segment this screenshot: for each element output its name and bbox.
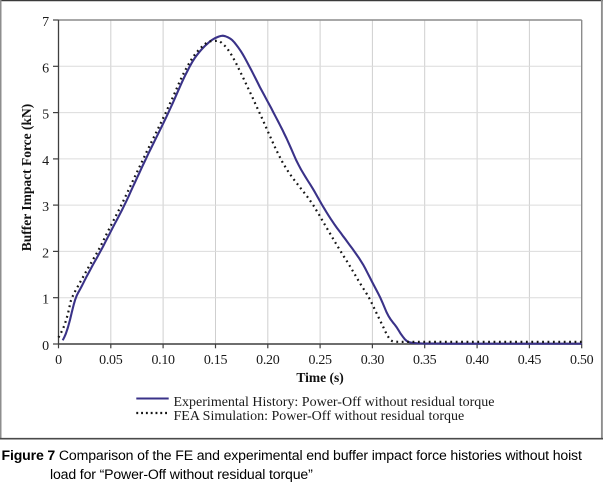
svg-text:0.50: 0.50: [570, 353, 594, 368]
svg-text:6: 6: [42, 61, 49, 76]
svg-text:5: 5: [42, 108, 49, 123]
svg-text:0.45: 0.45: [518, 353, 542, 368]
svg-text:0.20: 0.20: [256, 353, 280, 368]
svg-text:2: 2: [42, 246, 49, 261]
svg-text:0.05: 0.05: [99, 353, 123, 368]
svg-text:0.40: 0.40: [465, 353, 489, 368]
svg-text:1: 1: [42, 293, 49, 308]
svg-text:Time (s): Time (s): [296, 370, 343, 385]
svg-text:3: 3: [42, 200, 49, 215]
svg-text:0.15: 0.15: [204, 353, 228, 368]
svg-text:0.30: 0.30: [361, 353, 385, 368]
svg-text:0.35: 0.35: [413, 353, 437, 368]
svg-text:load for “Power-Off without re: load for “Power-Off without residual tor…: [50, 466, 313, 482]
svg-text:4: 4: [42, 154, 49, 169]
svg-text:Buffer Impact Force (kN): Buffer Impact Force (kN): [19, 104, 34, 252]
svg-text:Experimental History: Power-Of: Experimental History: Power-Off without …: [174, 395, 495, 410]
svg-text:0.25: 0.25: [308, 353, 332, 368]
svg-text:0.10: 0.10: [151, 353, 175, 368]
svg-text:0: 0: [55, 353, 62, 368]
svg-text:0: 0: [42, 339, 49, 354]
svg-text:Figure 7 Comparison of the FE: Figure 7 Comparison of the FE and experi…: [2, 447, 582, 463]
svg-text:FEA Simulation: Power-Off with: FEA Simulation: Power-Off without residu…: [174, 409, 465, 424]
svg-text:7: 7: [42, 15, 49, 30]
